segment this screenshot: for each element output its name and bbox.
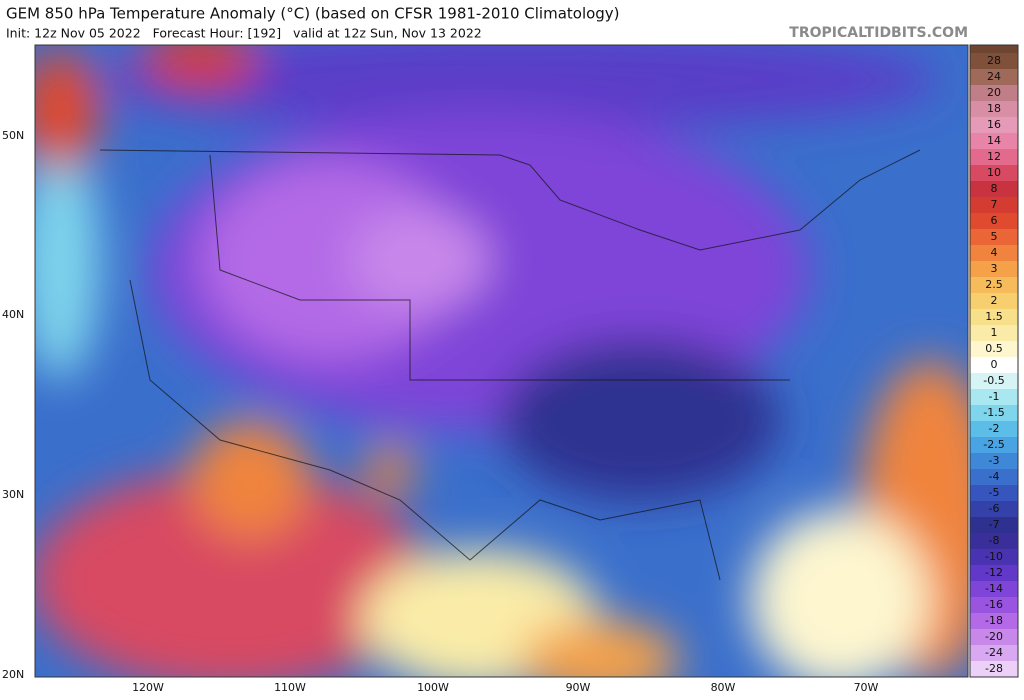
colorbar-label: 1.5 [985,310,1003,323]
colorbar-label: -1.5 [983,406,1004,419]
longitude-label: 80W [711,681,736,694]
longitude-label: 100W [417,681,449,694]
site-credit: TROPICALTIDBITS.COM [789,25,968,41]
colorbar-swatch [970,69,1018,85]
colorbar-label: 20 [987,86,1001,99]
colorbar-swatch [970,469,1018,485]
colorbar-swatch [970,133,1018,149]
colorbar-label: 2.5 [985,278,1003,291]
colorbar-label: -2 [989,422,1000,435]
colorbar-label: -5 [989,486,1000,499]
colorbar-label: 28 [987,54,1001,67]
colorbar-label: -18 [985,614,1003,627]
colorbar-swatch [970,501,1018,517]
colorbar-label: 7 [991,198,998,211]
map [35,45,968,677]
colorbar-label: 0 [991,358,998,371]
colorbar-swatch [970,373,1018,389]
colorbar-frame [969,44,1019,678]
colorbar-label: -7 [989,518,1000,531]
colorbar-swatch [970,437,1018,453]
colorbar-swatch [970,613,1018,629]
colorbar-label: 8 [991,182,998,195]
colorbar-label: -4 [989,470,1000,483]
longitude-label: 70W [854,681,879,694]
colorbar-label: -14 [985,582,1003,595]
colorbar-cap [970,45,1018,53]
colorbar-swatch [970,533,1018,549]
latitude-label: 20N [2,668,24,681]
colorbar-label: -10 [985,550,1003,563]
colorbar-swatch [970,629,1018,645]
colorbar-label: 6 [991,214,998,227]
colorbar-swatch [970,421,1018,437]
colorbar-label: -24 [985,646,1003,659]
colorbar-swatch [970,485,1018,501]
colorbar-label: -12 [985,566,1003,579]
colorbar-swatch [970,293,1018,309]
colorbar-label: 10 [987,166,1001,179]
colorbar-label: 2 [991,294,998,307]
colorbar-label: 1 [991,326,998,339]
colorbar-label: -16 [985,598,1003,611]
colorbar-swatch [970,181,1018,197]
colorbar-swatch [970,261,1018,277]
colorbar-swatch [970,117,1018,133]
colorbar-label: -6 [989,502,1000,515]
longitude-labels: 120W 110W 100W 90W 80W 70W [132,681,878,694]
colorbar-label: -0.5 [983,374,1004,387]
colorbar-label: 5 [991,230,998,243]
latitude-label: 40N [2,308,24,321]
colorbar-swatch [970,149,1018,165]
colorbar-label: -20 [985,630,1003,643]
colorbar-swatch [970,325,1018,341]
latitude-label: 30N [2,488,24,501]
colorbar-swatch [970,341,1018,357]
colorbar-swatch [970,165,1018,181]
colorbar-swatch [970,101,1018,117]
colorbar-swatch [970,53,1018,69]
colorbar-label: 24 [987,70,1001,83]
longitude-label: 110W [274,681,306,694]
colorbar-swatch [970,549,1018,565]
latitude-label: 50N [2,129,24,142]
colorbar-swatch [970,565,1018,581]
colorbar-swatch [970,453,1018,469]
colorbar-label: 3 [991,262,998,275]
colorbar-label: 0.5 [985,342,1003,355]
colorbar-swatch [970,645,1018,661]
colorbar-label: 12 [987,150,1001,163]
latitude-labels: 50N 40N 30N 20N [2,129,24,681]
colorbar: 28 24 20 18 16 14 12 10 8 7 6 5 4 3 2.5 2 1.5 1 0.5 0 -0.5 -1… [969,44,1019,678]
colorbar-label: -8 [989,534,1000,547]
colorbar-label: -28 [985,662,1003,675]
colorbar-swatch [970,309,1018,325]
colorbar-label: 18 [987,102,1001,115]
colorbar-swatch [970,405,1018,421]
colorbar-label: -2.5 [983,438,1004,451]
title: GEM 850 hPa Temperature Anomaly (°C) (ba… [6,5,620,23]
colorbar-label: 14 [987,134,1001,147]
colorbar-swatch [970,389,1018,405]
subtitle: Init: 12z Nov 05 2022 Forecast Hour: [19… [6,26,482,41]
colorbar-swatch [970,581,1018,597]
colorbar-swatch [970,277,1018,293]
colorbar-swatch [970,357,1018,373]
colorbar-label: -1 [989,390,1000,403]
colorbar-swatch [970,245,1018,261]
colorbar-label: 16 [987,118,1001,131]
colorbar-swatch [970,661,1018,677]
colorbar-swatch [970,213,1018,229]
colorbar-swatch [970,197,1018,213]
colorbar-swatch [970,597,1018,613]
colorbar-swatch [970,517,1018,533]
longitude-label: 90W [566,681,591,694]
colorbar-swatch [970,229,1018,245]
colorbar-label: 4 [991,246,998,259]
colorbar-swatch [970,85,1018,101]
longitude-label: 120W [132,681,164,694]
colorbar-label: -3 [989,454,1000,467]
